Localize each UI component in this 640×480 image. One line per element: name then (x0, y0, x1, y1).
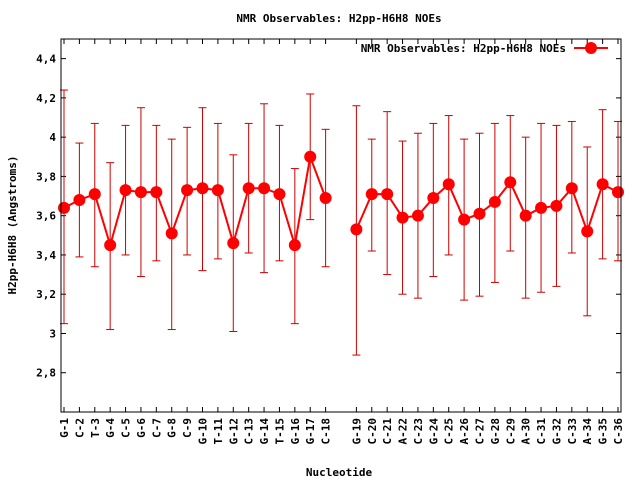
x-tick-label: C-27 (474, 418, 487, 445)
data-point (396, 211, 409, 224)
data-point (565, 182, 578, 195)
x-tick-label: C-36 (612, 418, 625, 445)
x-tick-label: C-20 (366, 418, 379, 445)
x-tick-label: G-35 (597, 418, 610, 445)
y-tick-label: 4,2 (36, 92, 56, 105)
data-point (134, 186, 147, 199)
x-axis-ticks: G-1 C-2 T-3 G-4 C-5 G-6 C-7 G-8 C-9 G-10 T-11 G-12 C… (58, 39, 625, 445)
x-tick-label: C-7 (150, 418, 163, 438)
x-tick-label: C-25 (443, 418, 456, 445)
data-point (581, 225, 594, 238)
data-point (119, 184, 132, 197)
y-tick-label: 3,2 (36, 288, 56, 301)
data-point (550, 199, 563, 212)
x-tick-label: A-22 (397, 418, 410, 445)
data-point (288, 239, 301, 252)
data-point (258, 182, 271, 195)
y-axis-label: H2pp-H6H8 (Angstroms) (6, 155, 19, 294)
legend: NMR Observables: H2pp-H6H8 NOEs (361, 42, 608, 55)
data-point (196, 182, 209, 195)
data-point (473, 207, 486, 220)
x-tick-label: G-28 (489, 418, 502, 445)
data-point (165, 227, 178, 240)
x-tick-label: T-15 (273, 418, 286, 445)
plot-frame (60, 38, 622, 413)
x-tick-label: C-33 (566, 418, 579, 445)
data-point (273, 188, 286, 201)
legend-label: NMR Observables: H2pp-H6H8 NOEs (361, 42, 566, 55)
series-lines (63, 153, 619, 249)
series-line (355, 180, 619, 235)
data-point (319, 192, 332, 205)
x-tick-label: G-32 (550, 418, 563, 445)
data-point (612, 186, 624, 199)
data-point (427, 192, 440, 205)
x-tick-label: C-2 (73, 418, 86, 438)
y-tick-label: 4,4 (36, 53, 56, 66)
data-point (504, 176, 517, 189)
y-tick-label: 3,8 (36, 170, 56, 183)
y-tick-label: 3 (49, 327, 56, 340)
x-tick-label: C-23 (412, 418, 425, 445)
x-tick-label: G-4 (104, 418, 117, 438)
x-tick-label: G-24 (427, 418, 440, 445)
x-tick-label: G-16 (289, 418, 302, 445)
data-point (73, 193, 86, 206)
x-tick-label: C-31 (535, 418, 548, 445)
x-tick-label: C-29 (504, 418, 517, 445)
data-point (442, 178, 455, 191)
x-axis-label: Nucleotide (306, 466, 373, 479)
x-tick-label: G-6 (135, 418, 148, 438)
x-tick-label: A-34 (581, 418, 594, 445)
data-point (535, 201, 548, 214)
x-tick-label: C-18 (320, 418, 333, 445)
data-point (227, 237, 240, 250)
data-points (58, 150, 624, 252)
x-tick-label: T-11 (212, 418, 225, 445)
y-axis-ticks: 2,8 3 3,2 3,4 3,6 3,8 4 4,2 4,4 (36, 53, 621, 380)
data-point (104, 239, 117, 252)
y-tick-label: 2,8 (36, 367, 56, 380)
data-point (596, 178, 609, 191)
x-tick-label: G-17 (304, 418, 317, 445)
chart-title: NMR Observables: H2pp-H6H8 NOEs (236, 12, 441, 25)
data-point (411, 209, 424, 222)
x-tick-label: G-8 (166, 418, 179, 438)
x-tick-label: G-19 (350, 418, 363, 445)
x-tick-label: G-14 (258, 418, 271, 445)
data-point (88, 188, 101, 201)
x-tick-label: G-1 (58, 418, 71, 438)
data-point (519, 209, 532, 222)
data-point (58, 201, 70, 214)
x-tick-label: A-26 (458, 418, 471, 445)
data-point (150, 186, 163, 199)
data-point (211, 184, 224, 197)
data-point (365, 188, 378, 201)
data-point (488, 195, 501, 208)
y-tick-label: 4 (49, 131, 56, 144)
x-tick-label: G-10 (197, 418, 210, 445)
series-line (63, 153, 327, 249)
data-point (304, 150, 317, 163)
data-point (350, 223, 363, 236)
x-tick-label: C-5 (120, 418, 133, 438)
error-bars (60, 89, 622, 356)
data-point (458, 213, 471, 226)
legend-marker (585, 42, 597, 54)
x-tick-label: C-9 (181, 418, 194, 438)
y-tick-label: 3,4 (36, 249, 56, 262)
data-point (181, 184, 194, 197)
y-tick-label: 3,6 (36, 210, 56, 223)
x-tick-label: G-12 (227, 418, 240, 445)
x-tick-label: A-30 (520, 418, 533, 445)
x-tick-label: C-13 (243, 418, 256, 445)
data-point (381, 188, 394, 201)
data-point (242, 182, 255, 195)
x-tick-label: C-21 (381, 418, 394, 445)
x-tick-label: T-3 (89, 418, 102, 438)
